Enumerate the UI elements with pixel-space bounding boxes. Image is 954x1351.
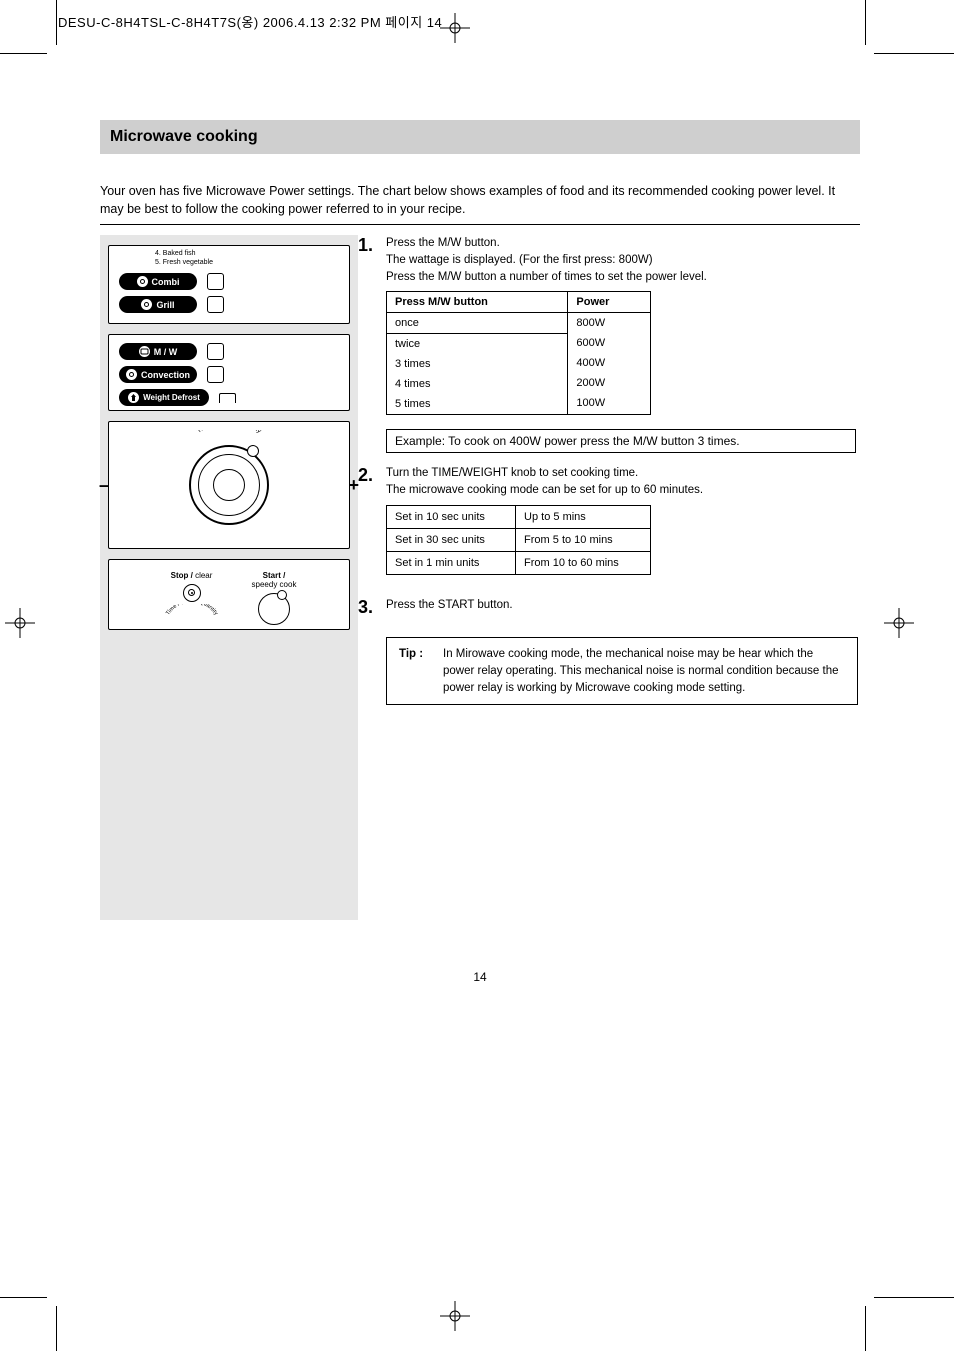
table-cell: 100W	[568, 393, 650, 413]
registration-mark-icon	[884, 608, 914, 638]
combi-icon	[137, 276, 148, 287]
table-cell: Up to 5 mins	[516, 505, 651, 528]
mw-icon	[139, 346, 150, 357]
step3-text: Press the START button.	[386, 597, 860, 614]
control-panel-column: 4. Baked fish 5. Fresh vegetable Combi G…	[100, 235, 358, 919]
step1-line2a: The wattage is displayed.	[386, 254, 516, 266]
dial-notch-icon	[247, 445, 259, 457]
combi-button[interactable]: Combi	[119, 273, 197, 290]
crop-mark	[865, 1306, 866, 1351]
crop-mark	[56, 1306, 57, 1351]
step1-line3: Press the M/W button a number of times t…	[386, 269, 860, 286]
convection-icon	[126, 369, 137, 380]
indicator-box	[207, 296, 224, 313]
table-cell: Set in 1 min units	[387, 551, 516, 574]
start-label-2: speedy cook	[252, 580, 297, 589]
table-cell: Set in 10 sec units	[387, 505, 516, 528]
panel-group-2: M / W Convection Wei	[108, 334, 350, 411]
table-cell: From 10 to 60 mins	[516, 551, 651, 574]
step2-line2: The microwave cooking mode can be set fo…	[386, 482, 860, 499]
preset-label: 4. Baked fish	[155, 250, 339, 258]
grill-label: Grill	[156, 300, 174, 310]
step-number: 1.	[358, 235, 373, 256]
dial-arc-label: Time / Weight Quantity	[196, 430, 263, 435]
tip-box: Tip : In Mirowave cooking mode, the mech…	[386, 637, 858, 705]
indicator-box	[219, 393, 236, 403]
crop-mark	[874, 53, 954, 54]
table-cell: 200W	[568, 373, 650, 393]
dial-minus-icon: –	[99, 475, 109, 496]
step1-line1: Press the M/W button.	[386, 235, 860, 252]
indicator-box	[207, 366, 224, 383]
table-cell: 600W	[568, 333, 650, 353]
grill-button[interactable]: Grill	[119, 296, 197, 313]
start-label-1: Start /	[263, 571, 286, 580]
mw-label: M / W	[154, 347, 178, 357]
table-cell: Set in 30 sec units	[387, 528, 516, 551]
page-title: Microwave cooking	[100, 120, 860, 154]
crop-mark	[0, 1297, 47, 1298]
start-speedy-control[interactable]: Start /speedy cook	[252, 572, 297, 625]
combi-label: Combi	[152, 277, 180, 287]
table-cell: 400W	[568, 353, 650, 373]
defrost-icon	[128, 392, 139, 403]
start-arc-label: Time / Weight Quantity	[165, 604, 219, 617]
step1-line2b: (For the first press: 800W)	[519, 254, 653, 266]
crop-mark	[865, 0, 866, 45]
power-level-table: Press M/W button Power once 800W 600W 40…	[386, 291, 651, 415]
indicator-box	[207, 273, 224, 290]
table-header: Press M/W button	[387, 292, 568, 313]
start-knob-icon	[258, 593, 290, 625]
defrost-label: Weight Defrost	[143, 393, 200, 402]
table-header: Power	[568, 292, 651, 313]
page-number: 14	[100, 970, 860, 984]
grill-icon	[141, 299, 152, 310]
convection-button[interactable]: Convection	[119, 366, 197, 383]
time-weight-dial[interactable]	[189, 445, 269, 525]
table-cell: From 5 to 10 mins	[516, 528, 651, 551]
crop-mark	[874, 1297, 954, 1298]
stop-icon	[183, 584, 201, 602]
stop-label-1: Stop /	[171, 571, 193, 580]
panel-dial: Time / Weight Quantity – +	[108, 421, 350, 549]
step-number: 2.	[358, 465, 373, 486]
crop-mark	[56, 0, 57, 45]
example-box: Example: To cook on 400W power press the…	[386, 429, 856, 453]
registration-mark-icon	[440, 1301, 470, 1331]
tip-label: Tip :	[399, 646, 435, 696]
stop-label-2: clear	[195, 571, 212, 580]
table-cell: 5 times	[387, 394, 568, 415]
table-cell: 800W	[568, 313, 650, 333]
indicator-box	[207, 343, 224, 360]
step-number: 3.	[358, 597, 373, 618]
preset-label: 5. Fresh vegetable	[155, 259, 339, 267]
weight-defrost-button[interactable]: Weight Defrost	[119, 389, 209, 406]
tip-text: In Mirowave cooking mode, the mechanical…	[443, 646, 845, 696]
table-cell: twice	[387, 334, 568, 355]
divider	[100, 224, 860, 225]
convection-label: Convection	[141, 370, 190, 380]
page-content: Microwave cooking Your oven has five Mic…	[100, 120, 860, 984]
time-units-table: Set in 10 sec unitsUp to 5 mins Set in 3…	[386, 505, 651, 575]
file-header: DESU-C-8H4TSL-C-8H4T7S(옹) 2006.4.13 2:32…	[58, 12, 442, 31]
intro-text: Your oven has five Microwave Power setti…	[100, 182, 860, 218]
step2-line1: Turn the TIME/WEIGHT knob to set cooking…	[386, 465, 860, 482]
panel-start-stop: Stop / clear Time / Weight Quantity Star…	[108, 559, 350, 630]
registration-mark-icon	[440, 13, 470, 43]
registration-mark-icon	[5, 608, 35, 638]
stop-clear-control[interactable]: Stop / clear Time / Weight Quantity	[162, 572, 222, 618]
table-cell: once	[387, 313, 568, 334]
crop-mark	[0, 53, 47, 54]
mw-button[interactable]: M / W	[119, 343, 197, 360]
table-cell: 4 times	[387, 374, 568, 394]
panel-group-1: 4. Baked fish 5. Fresh vegetable Combi G…	[108, 245, 350, 324]
instructions-column: 1. Press the M/W button. The wattage is …	[386, 235, 860, 919]
table-cell: 3 times	[387, 354, 568, 374]
